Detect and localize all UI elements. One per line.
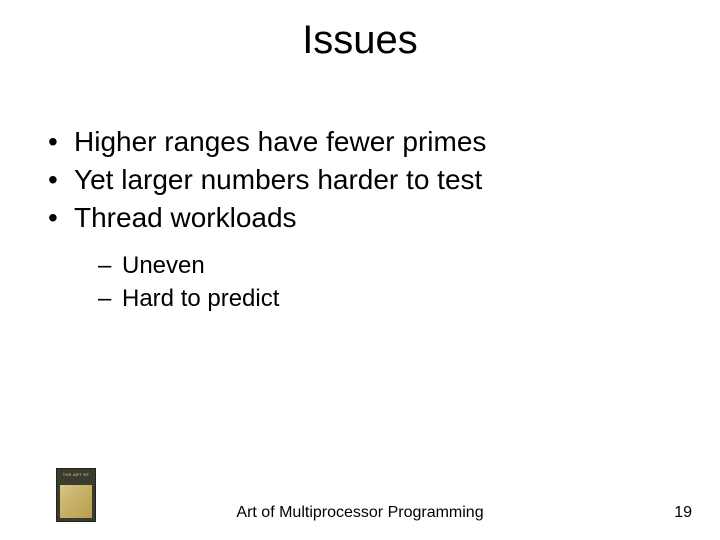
book-cover-title: THE ART OF <box>60 472 92 477</box>
bullet-list: Higher ranges have fewer primes Yet larg… <box>40 123 680 315</box>
slide: Issues Higher ranges have fewer primes Y… <box>0 0 720 540</box>
footer-text: Art of Multiprocessor Programming <box>236 504 483 522</box>
bullet-item: Higher ranges have fewer primes <box>40 123 680 161</box>
sub-bullet-list: Uneven Hard to predict <box>74 250 680 315</box>
book-cover-icon: THE ART OF <box>56 468 96 522</box>
slide-footer: THE ART OF Art of Multiprocessor Program… <box>0 462 720 522</box>
bullet-text: Thread workloads <box>74 202 297 233</box>
sub-bullet-item: Hard to predict <box>74 283 680 315</box>
page-number: 19 <box>674 504 692 522</box>
bullet-item: Yet larger numbers harder to test <box>40 161 680 199</box>
book-cover-art <box>60 485 92 518</box>
sub-bullet-item: Uneven <box>74 250 680 282</box>
slide-body: Higher ranges have fewer primes Yet larg… <box>0 63 720 315</box>
slide-title: Issues <box>0 0 720 63</box>
bullet-item: Thread workloads Uneven Hard to predict <box>40 199 680 316</box>
